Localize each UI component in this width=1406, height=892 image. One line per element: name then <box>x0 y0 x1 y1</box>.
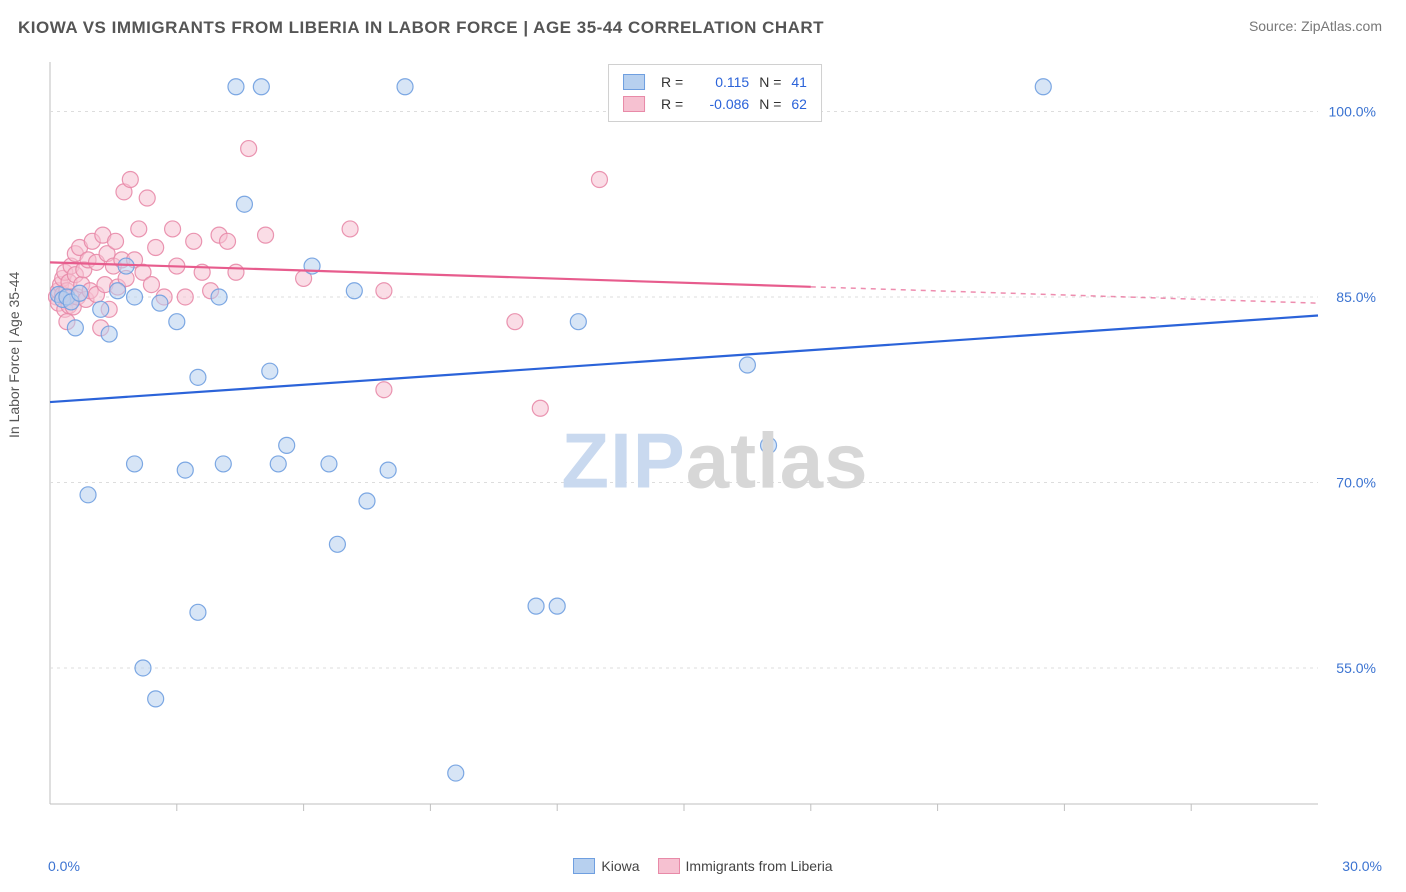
n-label-kiowa: N = <box>759 71 781 93</box>
legend-label-liberia: Immigrants from Liberia <box>686 858 833 874</box>
bottom-legend: Kiowa Immigrants from Liberia <box>0 858 1406 874</box>
plot-area: ZIPatlas R = 0.115 N = 41 R = -0.086 N =… <box>48 60 1382 832</box>
n-label-liberia: N = <box>759 93 781 115</box>
swatch-kiowa-icon <box>623 74 645 90</box>
scatter-chart: 55.0% 70.0% 85.0% 100.0% <box>48 60 1382 832</box>
n-value-kiowa: 41 <box>791 71 807 93</box>
legend-item-liberia: Immigrants from Liberia <box>658 858 833 874</box>
chart-frame: KIOWA VS IMMIGRANTS FROM LIBERIA IN LABO… <box>0 0 1406 892</box>
header-bar: KIOWA VS IMMIGRANTS FROM LIBERIA IN LABO… <box>0 0 1406 38</box>
r-value-liberia: -0.086 <box>693 93 749 115</box>
svg-text:100.0%: 100.0% <box>1329 103 1376 119</box>
r-value-kiowa: 0.115 <box>693 71 749 93</box>
chart-title: KIOWA VS IMMIGRANTS FROM LIBERIA IN LABO… <box>18 18 824 38</box>
legend-label-kiowa: Kiowa <box>601 858 639 874</box>
legend-item-kiowa: Kiowa <box>573 858 639 874</box>
swatch-kiowa-bottom-icon <box>573 858 595 874</box>
source-label: Source: ZipAtlas.com <box>1249 18 1382 34</box>
source-prefix: Source: <box>1249 18 1301 34</box>
svg-text:70.0%: 70.0% <box>1336 474 1376 490</box>
swatch-liberia-bottom-icon <box>658 858 680 874</box>
svg-text:55.0%: 55.0% <box>1336 660 1376 676</box>
n-value-liberia: 62 <box>791 93 807 115</box>
y-axis-label: In Labor Force | Age 35-44 <box>6 272 22 438</box>
correlation-row-kiowa: R = 0.115 N = 41 <box>623 71 807 93</box>
swatch-liberia-icon <box>623 96 645 112</box>
source-name: ZipAtlas.com <box>1301 18 1382 34</box>
r-label-kiowa: R = <box>661 71 683 93</box>
svg-text:85.0%: 85.0% <box>1336 289 1376 305</box>
r-label-liberia: R = <box>661 93 683 115</box>
correlation-row-liberia: R = -0.086 N = 62 <box>623 93 807 115</box>
correlation-legend: R = 0.115 N = 41 R = -0.086 N = 62 <box>608 64 822 122</box>
